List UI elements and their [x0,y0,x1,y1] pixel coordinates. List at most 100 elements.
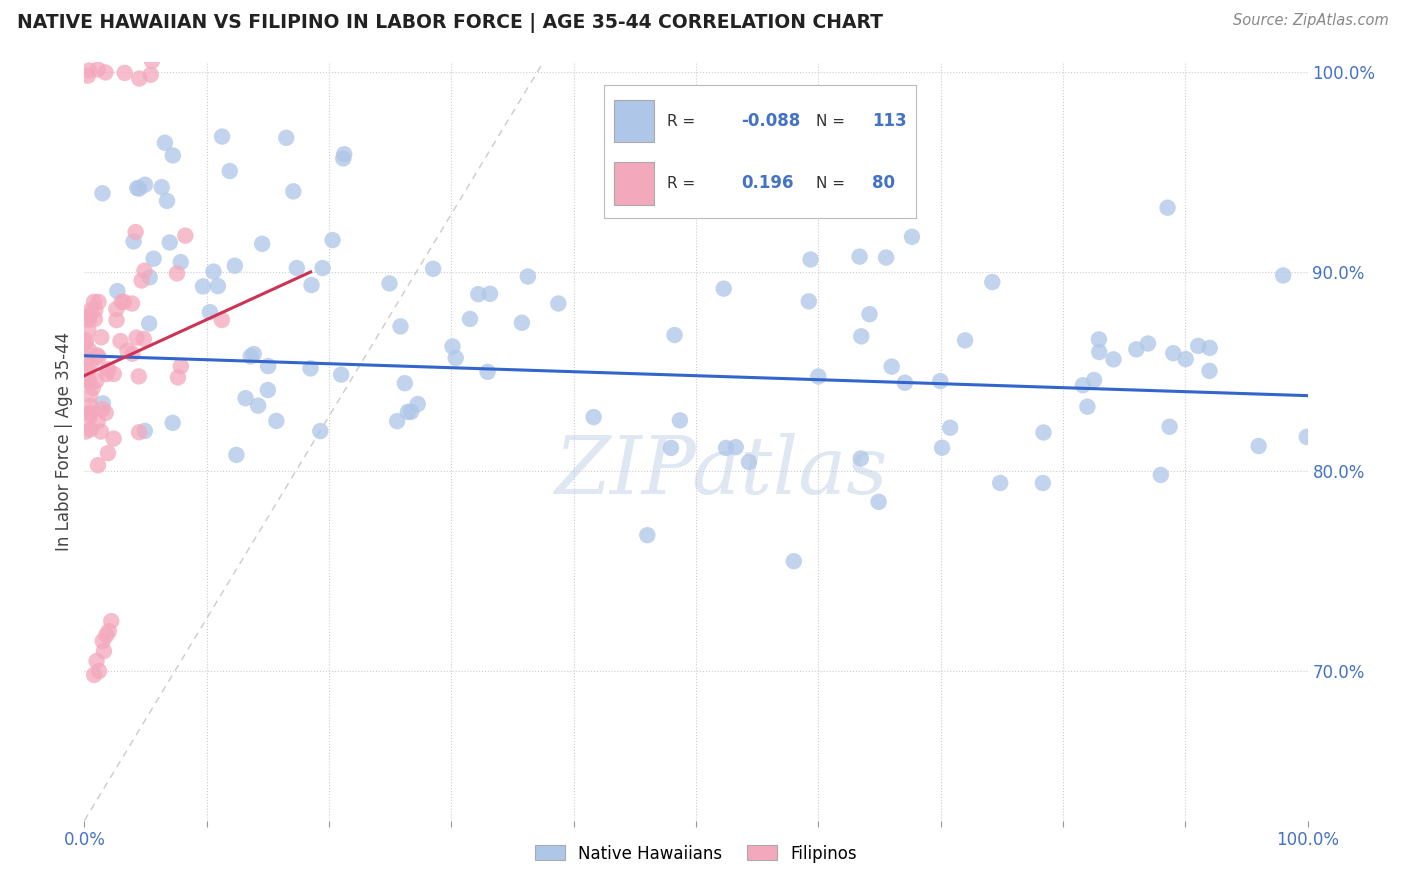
Native Hawaiians [235,391,257,405]
Filipinos [75,371,97,385]
Native Hawaiians [669,413,692,427]
Native Hawaiians [1071,378,1094,392]
Native Hawaiians [301,278,323,293]
Native Hawaiians [713,282,735,296]
Filipinos [100,614,122,628]
Filipinos [166,267,188,281]
Filipinos [77,323,100,337]
Native Hawaiians [1198,341,1220,355]
Native Hawaiians [396,405,419,419]
Native Hawaiians [1083,373,1105,387]
Filipinos [79,405,101,419]
Native Hawaiians [880,359,903,374]
Native Hawaiians [134,424,156,438]
Native Hawaiians [1198,364,1220,378]
Filipinos [117,343,139,358]
Native Hawaiians [636,528,658,542]
Filipinos [75,333,97,347]
Filipinos [124,225,146,239]
Native Hawaiians [858,307,880,321]
Native Hawaiians [225,448,247,462]
Native Hawaiians [142,252,165,266]
Filipinos [86,654,108,668]
Native Hawaiians [122,235,145,249]
Native Hawaiians [467,287,489,301]
Filipinos [79,407,101,421]
Native Hawaiians [953,334,976,348]
Filipinos [87,350,110,364]
Native Hawaiians [848,250,870,264]
Filipinos [77,63,100,78]
Filipinos [94,406,117,420]
Filipinos [80,357,103,371]
Filipinos [128,425,150,440]
Filipinos [77,362,100,376]
Native Hawaiians [868,495,890,509]
Native Hawaiians [330,368,353,382]
Native Hawaiians [477,365,499,379]
Filipinos [90,330,112,344]
Native Hawaiians [851,329,873,343]
Filipinos [105,313,128,327]
Filipinos [87,294,110,309]
Native Hawaiians [1187,339,1209,353]
Filipinos [75,425,97,439]
Filipinos [87,458,110,473]
Native Hawaiians [162,416,184,430]
Native Hawaiians [322,233,344,247]
Native Hawaiians [783,554,806,568]
Native Hawaiians [797,294,820,309]
Filipinos [97,624,120,639]
Native Hawaiians [299,361,322,376]
Filipinos [139,68,162,82]
Native Hawaiians [394,376,416,391]
Native Hawaiians [224,259,246,273]
Filipinos [128,71,150,86]
Native Hawaiians [849,451,872,466]
Native Hawaiians [1272,268,1295,283]
Filipinos [121,296,143,310]
Filipinos [79,308,101,322]
Filipinos [125,331,148,345]
Filipinos [77,310,100,325]
Native Hawaiians [894,376,917,390]
Filipinos [110,334,132,348]
Native Hawaiians [1136,336,1159,351]
Filipinos [79,343,101,358]
Native Hawaiians [1156,201,1178,215]
Filipinos [84,303,107,318]
Native Hawaiians [150,180,173,194]
Filipinos [83,294,105,309]
Native Hawaiians [162,148,184,162]
Native Hawaiians [1150,467,1173,482]
Native Hawaiians [422,261,444,276]
Native Hawaiians [406,397,429,411]
Native Hawaiians [399,405,422,419]
Native Hawaiians [276,131,298,145]
Native Hawaiians [332,152,354,166]
Native Hawaiians [134,178,156,192]
Native Hawaiians [510,316,533,330]
Native Hawaiians [664,328,686,343]
Filipinos [167,370,190,384]
Filipinos [134,263,156,277]
Native Hawaiians [218,164,240,178]
Filipinos [94,65,117,79]
Native Hawaiians [250,236,273,251]
Native Hawaiians [807,369,830,384]
Filipinos [170,359,193,373]
Native Hawaiians [91,186,114,201]
Native Hawaiians [138,317,160,331]
Native Hawaiians [1247,439,1270,453]
Y-axis label: In Labor Force | Age 35-44: In Labor Force | Age 35-44 [55,332,73,551]
Native Hawaiians [1174,352,1197,367]
Filipinos [96,367,118,381]
Native Hawaiians [128,181,150,195]
Native Hawaiians [91,396,114,410]
Native Hawaiians [981,275,1004,289]
Filipinos [76,69,98,83]
Native Hawaiians [1161,346,1184,360]
Native Hawaiians [931,441,953,455]
Native Hawaiians [389,319,412,334]
Native Hawaiians [283,185,305,199]
